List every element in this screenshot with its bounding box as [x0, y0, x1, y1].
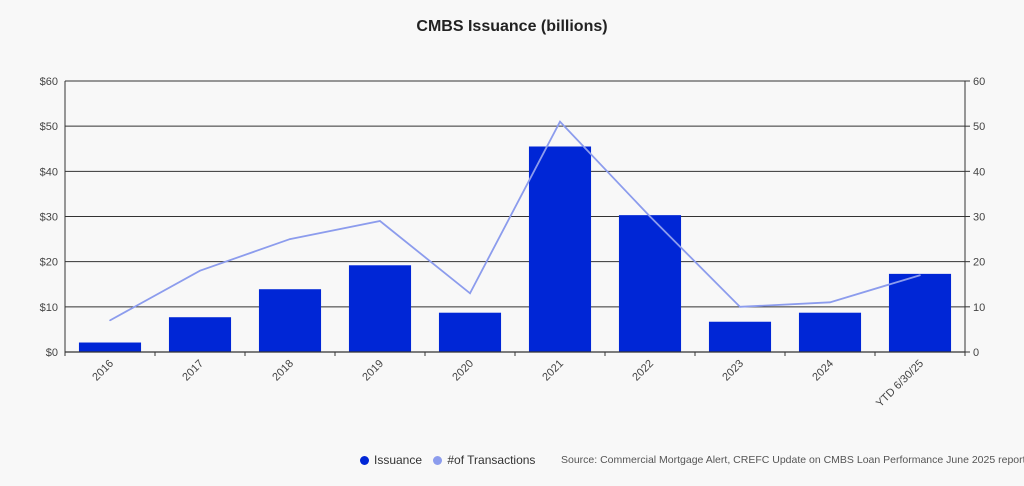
point-transactions-2024 — [829, 301, 831, 304]
bar-issuance-2024 — [798, 312, 862, 352]
point-transactions-2019 — [379, 220, 381, 222]
x-tick-label: 2020 — [450, 358, 476, 384]
point-transactions-2023 — [739, 306, 741, 308]
x-tick-label: 2022 — [630, 358, 656, 384]
bar-issuance-2018 — [258, 289, 322, 352]
point-transactions-2021 — [559, 120, 561, 123]
bar-issuance-2016 — [78, 342, 142, 352]
x-tick-label: 2017 — [180, 358, 206, 384]
issuance-swatch-icon — [360, 455, 369, 465]
transactions-swatch-icon — [433, 455, 443, 465]
x-tick-label: 2018 — [270, 358, 296, 384]
y-left-tick-label: $30 — [40, 212, 58, 224]
y-right-tick-label: 20 — [973, 257, 985, 269]
bar-issuance-2022 — [618, 215, 682, 352]
x-tick-label: 2019 — [360, 358, 386, 384]
y-right-tick-label: 10 — [973, 302, 985, 314]
y-left-tick-label: $40 — [40, 166, 58, 178]
y-right-tick-label: 60 — [973, 76, 985, 88]
point-transactions-2020 — [469, 292, 471, 295]
y-left-tick-label: $50 — [40, 121, 58, 133]
x-tick-label: 2016 — [90, 358, 116, 384]
bar-issuance-2019 — [348, 265, 412, 352]
y-right-tick-label: 50 — [973, 121, 985, 133]
y-left-tick-label: $20 — [40, 257, 58, 269]
x-tick-label: 2021 — [540, 358, 566, 384]
legend-label: Issuance — [374, 453, 423, 467]
bar-issuance-YTD 6/30/25 — [888, 273, 952, 352]
legend-item-transactions[interactable]: #of Transactions — [433, 453, 535, 467]
y-left-tick-label: $60 — [40, 76, 58, 88]
x-tick-label: YTD 6/30/25 — [874, 358, 926, 410]
bar-issuance-2017 — [168, 317, 232, 352]
y-left-tick-label: $0 — [46, 347, 58, 359]
bar-issuance-2021 — [528, 146, 592, 352]
point-transactions-2022 — [649, 215, 651, 218]
line-transactions — [109, 120, 921, 322]
chart-title: CMBS Issuance (billions) — [416, 18, 608, 35]
point-transactions-2018 — [289, 238, 291, 240]
y-right-tick-label: 40 — [973, 166, 985, 178]
point-transactions-2017 — [199, 269, 201, 272]
point-transactions-YTD 6/30/25 — [919, 274, 921, 277]
legend: Issuance #of Transactions — [360, 453, 543, 468]
y-right-tick-label: 0 — [973, 347, 979, 359]
bar-issuance-2020 — [438, 312, 502, 352]
y-right-tick-label: 30 — [973, 212, 985, 224]
source-note: Source: Commercial Mortgage Alert, CREFC… — [561, 454, 1024, 466]
bar-issuance-2023 — [708, 321, 772, 352]
y-left-tick-label: $10 — [40, 302, 58, 314]
point-transactions-2016 — [109, 319, 111, 322]
legend-label: #of Transactions — [447, 453, 536, 467]
x-tick-label: 2024 — [810, 358, 836, 384]
x-tick-label: 2023 — [720, 358, 746, 384]
legend-item-issuance[interactable]: Issuance — [360, 453, 422, 467]
